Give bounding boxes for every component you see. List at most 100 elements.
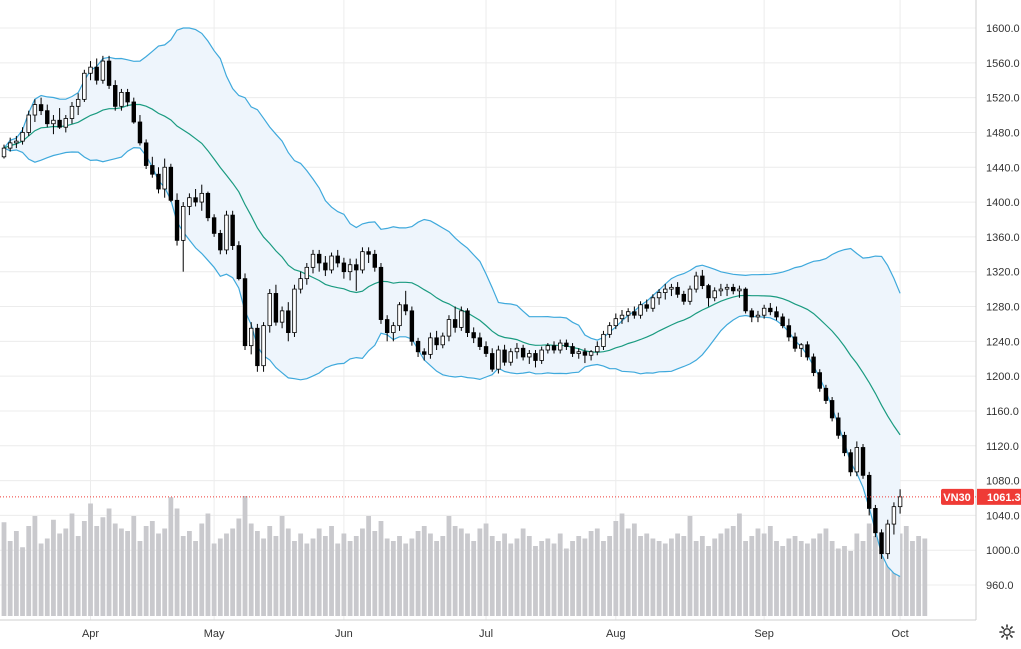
candle-body	[156, 173, 161, 190]
candle	[168, 163, 174, 203]
candle-body	[378, 266, 384, 320]
y-tick-label: 1200.0	[986, 371, 1020, 383]
candle	[780, 313, 785, 329]
volume-bar	[848, 551, 854, 616]
x-tick-label: Jul	[479, 628, 493, 640]
candle	[162, 158, 167, 198]
candle	[731, 283, 736, 295]
candle	[14, 135, 19, 149]
volume-bar	[452, 526, 458, 616]
candle	[805, 341, 810, 361]
candle	[316, 249, 322, 272]
candle	[613, 313, 619, 330]
volume-bar	[755, 528, 761, 616]
volume-bar	[539, 541, 545, 616]
symbol-tag-text: VN30	[943, 492, 971, 504]
candle	[681, 290, 686, 305]
volume-bar	[502, 533, 507, 616]
volume-bar	[446, 516, 452, 616]
candle-body	[595, 346, 600, 353]
settings-gear-icon[interactable]	[999, 624, 1015, 640]
candle-body	[780, 316, 785, 327]
candle-body	[113, 85, 118, 107]
y-tick-label: 1360.0	[986, 232, 1020, 244]
volume-bar	[780, 546, 786, 616]
volume-bar	[329, 526, 334, 616]
candle-body	[75, 98, 81, 107]
volume-bar	[100, 517, 106, 616]
candle-body	[786, 325, 792, 338]
volume-bar	[38, 543, 44, 616]
candle	[446, 315, 452, 342]
candle-body	[329, 255, 334, 271]
candle	[700, 269, 705, 290]
volume-bar	[570, 541, 575, 616]
candle	[483, 341, 489, 357]
volume-bar	[483, 523, 489, 616]
candle	[242, 273, 248, 351]
candles	[1, 55, 903, 559]
candle-body	[248, 327, 254, 347]
candle	[749, 308, 754, 323]
candle-body	[63, 118, 68, 128]
candle	[842, 431, 847, 457]
candle-body	[143, 142, 149, 166]
candle	[125, 88, 130, 107]
candle-body	[848, 452, 853, 473]
candle	[372, 249, 377, 272]
candle	[811, 353, 816, 377]
last-price-tag	[977, 488, 1021, 505]
candle-body	[465, 310, 470, 334]
y-tick-label: 1240.0	[986, 336, 1020, 348]
volume-bar	[743, 541, 748, 616]
candle-body	[823, 387, 829, 401]
candle-body	[94, 66, 99, 81]
volume-bar	[32, 516, 38, 616]
volume-bar	[193, 541, 198, 616]
candle-body	[551, 345, 557, 351]
candle	[718, 283, 724, 297]
volume-bar	[20, 547, 25, 616]
candle-body	[7, 142, 13, 149]
x-tick-label: May	[204, 628, 225, 640]
y-tick-label: 1160.0	[986, 406, 1019, 418]
y-tick-label: 1520.0	[986, 93, 1020, 105]
candle	[174, 193, 180, 246]
candle	[823, 384, 829, 404]
candle-body	[836, 417, 841, 436]
volume-bar	[687, 516, 693, 616]
candle-body	[799, 344, 804, 349]
candle	[471, 327, 476, 344]
y-tick-label: 1440.0	[986, 162, 1020, 174]
volume-bar	[205, 513, 211, 616]
volume-bar	[254, 531, 260, 616]
candle	[428, 332, 433, 359]
volume-bar	[835, 548, 841, 616]
volume-bar	[465, 533, 470, 616]
candle	[131, 97, 136, 124]
candle-body	[88, 66, 93, 74]
candle-body	[14, 140, 19, 144]
x-tick-label: Jun	[335, 628, 353, 640]
candle	[32, 99, 38, 122]
candle-body	[292, 288, 297, 334]
volume-bar	[366, 516, 372, 616]
volume-bar	[353, 536, 359, 616]
candle	[82, 69, 87, 102]
volume-bar	[63, 528, 69, 616]
candle	[113, 80, 118, 111]
candle	[737, 285, 742, 298]
candle	[792, 332, 798, 352]
candle	[595, 341, 600, 356]
candle-body	[137, 121, 143, 144]
candle	[496, 345, 501, 374]
candle	[304, 262, 310, 285]
candle-body	[774, 311, 779, 318]
candle-body	[502, 349, 507, 363]
candle	[558, 339, 563, 354]
volume-bar	[514, 538, 520, 616]
volume-bar	[594, 528, 600, 616]
candle	[527, 350, 532, 364]
